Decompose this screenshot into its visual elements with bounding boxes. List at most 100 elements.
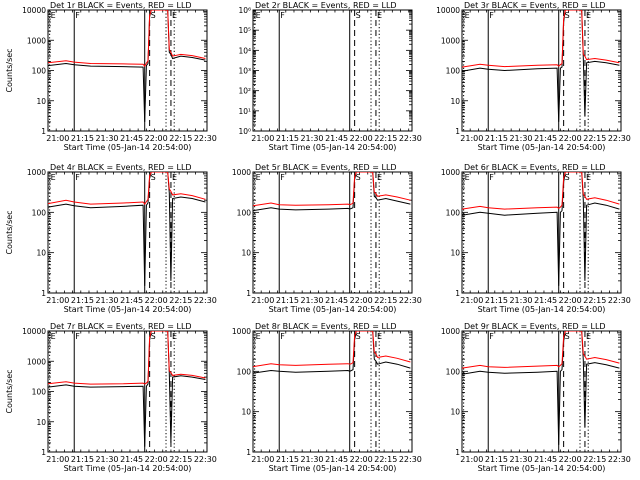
marker-label: F — [280, 173, 285, 182]
chart-panel-3r: Det 3r BLACK = Events, RED = LLD 1 10 100 10… — [436, 1, 631, 152]
plot-frame — [461, 9, 622, 132]
marker-label: E — [172, 332, 177, 341]
plot-frame — [252, 9, 413, 132]
marker-label: S — [151, 11, 156, 20]
x-tick-label: 22:15 — [374, 134, 397, 143]
plot-frame — [47, 171, 208, 294]
y-tick-label: 10⁴ — [238, 46, 251, 55]
marker-label: F — [280, 332, 285, 341]
marker-label: F — [75, 11, 80, 20]
y-tick-label: 10 — [450, 249, 460, 258]
x-tick-label: 22:00 — [559, 134, 582, 143]
x-tick-label: 21:30 — [300, 455, 323, 464]
plot-frame — [252, 171, 413, 294]
y-tick-label: 10⁶ — [238, 6, 251, 15]
marker-label: S — [565, 11, 570, 20]
x-axis-label: Start Time (05-Jan-14 20:54:00) — [269, 305, 397, 314]
series-line-events — [48, 10, 206, 122]
panel-title: Det 2r BLACK = Events, RED = LLD — [255, 1, 397, 10]
y-tick-label: 10 — [450, 408, 460, 417]
y-axis-label: Counts/sec — [5, 210, 14, 254]
chart-panel-4r: Det 4r BLACK = Events, RED = LLD 1 10 100 10… — [5, 163, 217, 314]
x-tick-label: 21:30 — [95, 296, 118, 305]
marker-label: E — [377, 173, 382, 182]
y-axis-label: Counts/sec — [5, 369, 14, 413]
x-tick-label: 21:00 — [460, 296, 483, 305]
x-axis-label: Start Time (05-Jan-14 20:54:00) — [64, 464, 192, 473]
y-tick-label: 10 — [450, 97, 460, 106]
x-tick-label: 21:00 — [46, 296, 69, 305]
series-line-events — [48, 331, 206, 447]
plot-frame — [461, 330, 622, 453]
x-tick-label: 21:30 — [95, 134, 118, 143]
y-tick-label: 10 — [241, 249, 251, 258]
marker-label: E — [172, 11, 177, 20]
marker-label: E — [586, 173, 591, 182]
y-tick-label: 10 — [36, 418, 46, 427]
x-tick-label: 21:00 — [251, 296, 274, 305]
x-tick-label: 21:30 — [509, 455, 532, 464]
x-axis-label: Start Time (05-Jan-14 20:54:00) — [269, 464, 397, 473]
x-tick-label: 21:00 — [460, 455, 483, 464]
y-tick-label: 10⁰ — [238, 127, 251, 136]
x-tick-label: 21:00 — [251, 134, 274, 143]
y-tick-label: 1 — [41, 448, 46, 457]
y-tick-label: 10⁵ — [238, 26, 251, 35]
x-axis-label: Start Time (05-Jan-14 20:54:00) — [478, 143, 606, 152]
y-tick-label: 10000 — [22, 327, 46, 336]
chart-panel-2r: Det 2r BLACK = Events, RED = LLD 10⁰ 10¹ 10… — [238, 1, 421, 152]
plot-frame — [47, 9, 208, 132]
x-tick-label: 21:15 — [71, 296, 94, 305]
panel-title: Det 8r BLACK = Events, RED = LLD — [255, 322, 397, 331]
x-tick-label: 21:15 — [485, 296, 508, 305]
series-line-lld — [462, 331, 620, 369]
chart-panel-6r: Det 6r BLACK = Events, RED = LLD 1 10 100 10… — [441, 163, 631, 314]
y-tick-label: 1 — [246, 448, 251, 457]
x-tick-label: 22:00 — [559, 296, 582, 305]
y-tick-label: 1 — [41, 127, 46, 136]
x-tick-label: 22:00 — [559, 455, 582, 464]
marker-label: E — [586, 11, 591, 20]
series-line-events — [462, 331, 620, 445]
marker-label: E — [51, 173, 56, 182]
x-tick-label: 22:30 — [194, 134, 217, 143]
x-tick-label: 21:45 — [120, 296, 143, 305]
series-line-lld — [253, 172, 411, 207]
marker-label: S — [565, 173, 570, 182]
x-tick-label: 21:30 — [300, 296, 323, 305]
y-tick-label: 1000 — [441, 168, 460, 177]
x-tick-label: 21:45 — [325, 134, 348, 143]
marker-label: E — [586, 332, 591, 341]
x-tick-label: 22:30 — [608, 134, 631, 143]
x-tick-label: 22:00 — [350, 455, 373, 464]
chart-panel-8r: Det 8r BLACK = Events, RED = LLD 1 10 100 10… — [232, 322, 422, 473]
x-tick-label: 21:45 — [534, 134, 557, 143]
chart-panel-9r: Det 9r BLACK = Events, RED = LLD 1 10 100 10… — [441, 322, 631, 473]
marker-label: E — [256, 332, 261, 341]
panel-title: Det 5r BLACK = Events, RED = LLD — [255, 163, 397, 172]
y-tick-label: 1000 — [441, 36, 460, 45]
x-tick-label: 22:30 — [399, 134, 422, 143]
y-tick-label: 10¹ — [238, 107, 251, 116]
x-tick-label: 21:30 — [300, 134, 323, 143]
panel-title: Det 6r BLACK = Events, RED = LLD — [464, 163, 606, 172]
x-tick-label: 22:15 — [374, 455, 397, 464]
x-tick-label: 21:15 — [276, 296, 299, 305]
marker-label: E — [172, 173, 177, 182]
y-tick-label: 1000 — [27, 36, 46, 45]
marker-label: E — [465, 11, 470, 20]
x-axis-label: Start Time (05-Jan-14 20:54:00) — [478, 464, 606, 473]
marker-label: S — [151, 173, 156, 182]
marker-label: F — [489, 173, 494, 182]
series-line-events — [48, 172, 206, 286]
x-tick-label: 22:15 — [583, 134, 606, 143]
x-tick-label: 21:45 — [120, 455, 143, 464]
y-tick-label: 100 — [32, 388, 47, 397]
marker-label: S — [356, 332, 361, 341]
panel-title: Det 4r BLACK = Events, RED = LLD — [50, 163, 192, 172]
y-tick-label: 10² — [238, 87, 251, 96]
series-line-lld — [48, 331, 206, 385]
y-tick-label: 10 — [36, 249, 46, 258]
x-axis-label: Start Time (05-Jan-14 20:54:00) — [64, 305, 192, 314]
